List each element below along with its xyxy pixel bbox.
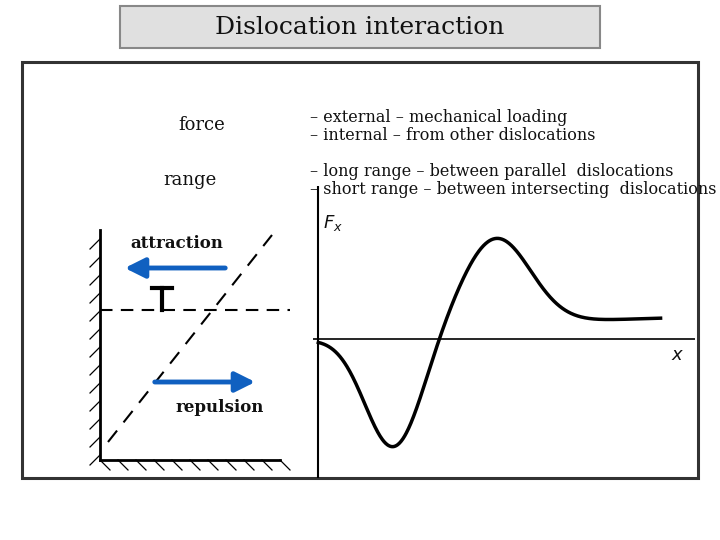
Bar xyxy=(120,6,600,48)
Text: – long range – between parallel  dislocations: – long range – between parallel dislocat… xyxy=(310,164,673,180)
Text: repulsion: repulsion xyxy=(175,400,264,416)
Text: Dislocation interaction: Dislocation interaction xyxy=(215,16,505,38)
Bar xyxy=(22,62,698,478)
Text: attraction: attraction xyxy=(130,234,223,252)
Text: – internal – from other dislocations: – internal – from other dislocations xyxy=(310,127,595,145)
Text: range: range xyxy=(163,171,216,189)
Text: $x$: $x$ xyxy=(671,346,684,364)
Text: – external – mechanical loading: – external – mechanical loading xyxy=(310,110,567,126)
Text: $F_x$: $F_x$ xyxy=(323,213,343,233)
Text: – short range – between intersecting  dislocations: – short range – between intersecting dis… xyxy=(310,181,716,199)
Text: force: force xyxy=(178,116,225,134)
